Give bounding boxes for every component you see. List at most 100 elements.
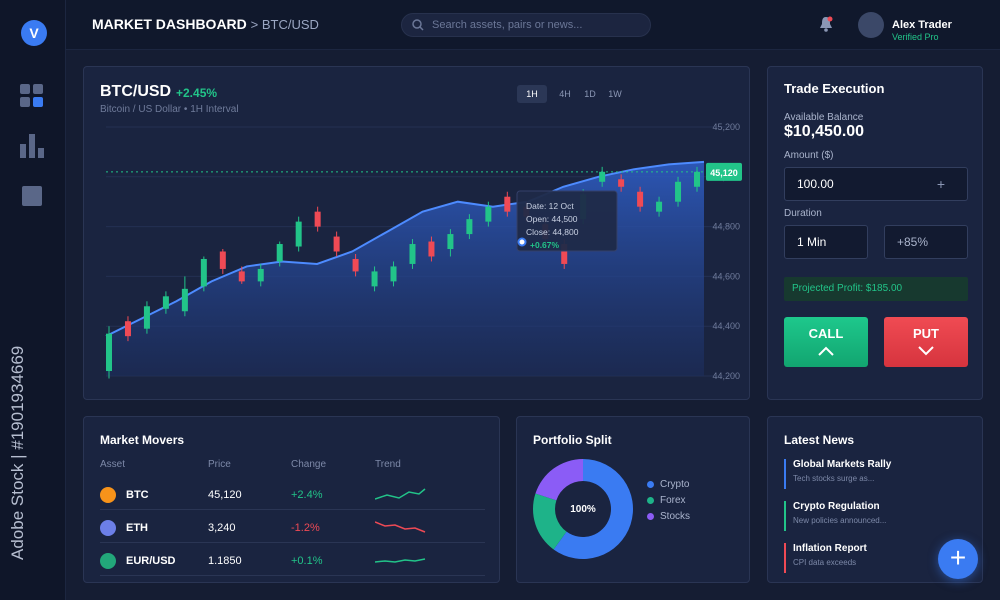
projected-profit: Projected Profit: $185.00 — [784, 277, 968, 301]
legend-dot — [647, 512, 654, 520]
chart-tooltip: Date: 12 Oct Open: 44,500 Close: 44,800 +0.… — [516, 190, 618, 252]
col-price: Price — [208, 459, 231, 470]
add-fab-button[interactable]: + — [938, 539, 978, 579]
amount-field[interactable]: 100.00 + — [784, 167, 968, 201]
candle-body — [200, 258, 207, 287]
page-title: MARKET DASHBOARD > BTC/USD — [92, 16, 319, 32]
breadcrumb: > BTC/USD — [250, 17, 319, 32]
asset-name: ETH — [126, 522, 148, 534]
candle-body — [352, 258, 359, 272]
trade-execution-panel: Trade Execution Available Balance $10,45… — [767, 66, 983, 400]
candle-body — [561, 244, 568, 264]
asset-price: 3,240 — [208, 522, 236, 534]
asset-change: +0.1% — [291, 555, 323, 567]
put-button[interactable]: PUT — [884, 317, 968, 367]
search-bar[interactable] — [401, 13, 651, 37]
market-movers-panel: Market Movers Asset Price Change Trend B… — [83, 416, 500, 583]
candle-body — [295, 221, 302, 247]
candle-body — [694, 171, 700, 187]
portfolio-donut-chart[interactable] — [517, 417, 751, 584]
donut-slice-crypto — [553, 459, 633, 559]
news-item[interactable]: Global Markets Rally Tech stocks surge as… — [784, 459, 964, 489]
increment-plus-icon[interactable]: + — [936, 176, 945, 192]
top-header: MARKET DASHBOARD > BTC/USD Alex Trader V… — [66, 0, 1000, 50]
donut-slice-forex — [533, 493, 567, 550]
price-chart-panel: 45,20045,00044,80044,60044,40044,20045,1… — [83, 66, 750, 400]
trend-sparkline — [375, 558, 426, 563]
candle-body — [276, 244, 283, 262]
candle-body — [390, 266, 397, 282]
amount-value: 100.00 — [797, 177, 834, 191]
asset-change: -1.2% — [291, 522, 320, 534]
candle-body — [466, 219, 473, 235]
mover-row[interactable]: BTC 45,120 +2.4% — [100, 478, 485, 510]
search-input[interactable] — [432, 19, 632, 31]
asset-icon — [100, 487, 116, 503]
timeframe-1h[interactable]: 1H — [517, 85, 547, 103]
duration-select[interactable]: 1 Min — [784, 225, 868, 259]
candle-body — [656, 201, 663, 212]
asset-name: EUR/USD — [126, 555, 176, 567]
candle-body — [618, 179, 625, 187]
candlestick-chart[interactable]: 45,20045,00044,80044,60044,40044,20045,1… — [84, 67, 751, 401]
candle-body — [675, 181, 682, 202]
news-item[interactable]: Crypto Regulation New policies announced.… — [784, 501, 964, 531]
tooltip-line: Close: 44,800 — [526, 227, 579, 237]
timeframe-4h[interactable]: 4H — [559, 89, 571, 99]
candle-body — [447, 234, 454, 250]
portfolio-split-panel: Portfolio Split 100% Crypto Forex Stocks — [516, 416, 750, 583]
analytics-bar-icon[interactable] — [20, 134, 46, 163]
candle-body — [428, 241, 435, 257]
app-logo[interactable]: V — [21, 20, 47, 46]
asset-price: 1.1850 — [208, 555, 242, 567]
candle-body — [333, 236, 340, 252]
user-status: Verified Pro — [892, 32, 939, 42]
candle-body — [314, 211, 321, 227]
donut-center-label: 100% — [570, 504, 596, 515]
asset-change: +2.4% — [291, 489, 323, 501]
legend-item: Stocks — [647, 511, 690, 522]
tooltip-change: +0.67% — [530, 240, 560, 250]
news-title: Latest News — [784, 433, 855, 447]
dashboard-grid-icon[interactable] — [20, 84, 44, 113]
sidebar: V Adobe Stock | #1901934669 — [0, 0, 66, 600]
balance-value: $10,450.00 — [784, 123, 865, 140]
wallet-icon[interactable] — [20, 184, 44, 213]
tooltip-line: Date: 12 Oct — [526, 201, 574, 211]
chart-change: +2.45% — [176, 86, 218, 100]
portfolio-title: Portfolio Split — [533, 433, 612, 447]
candle-body — [124, 321, 131, 337]
col-trend: Trend — [375, 459, 401, 470]
chart-pair: BTC/USD — [100, 83, 172, 100]
timeframe-1d[interactable]: 1D — [584, 89, 596, 99]
candle-body — [409, 244, 416, 264]
candle-body — [371, 271, 378, 287]
y-tick-label: 44,600 — [712, 271, 740, 281]
asset-icon — [100, 520, 116, 536]
trend-sparkline — [375, 488, 426, 500]
notification-bell-icon[interactable] — [819, 16, 833, 37]
legend-dot — [647, 480, 654, 488]
asset-price: 45,120 — [208, 489, 242, 501]
call-button[interactable]: CALL — [784, 317, 868, 367]
col-change: Change — [291, 459, 327, 470]
legend-dot — [647, 496, 654, 504]
y-tick-label: 45,200 — [712, 122, 740, 132]
asset-name: BTC — [126, 489, 149, 501]
news-headline: Crypto Regulation — [793, 501, 880, 512]
current-price-tag — [706, 162, 742, 181]
mover-row[interactable]: EUR/USD 1.1850 +0.1% — [100, 544, 485, 576]
news-headline: Global Markets Rally — [793, 459, 892, 470]
call-label: CALL — [808, 326, 844, 341]
candle-body — [162, 296, 169, 309]
legend-item: Crypto — [647, 479, 689, 490]
news-item[interactable]: Inflation Report CPI data exceeds — [784, 543, 964, 573]
y-tick-label: 44,400 — [712, 321, 740, 331]
candle-body — [219, 251, 226, 269]
user-avatar[interactable] — [858, 12, 884, 38]
chevron-up-icon — [818, 346, 834, 356]
candle-body — [504, 196, 511, 212]
trade-title: Trade Execution — [784, 81, 885, 96]
mover-row[interactable]: ETH 3,240 -1.2% — [100, 511, 485, 543]
timeframe-1w[interactable]: 1W — [608, 89, 622, 99]
